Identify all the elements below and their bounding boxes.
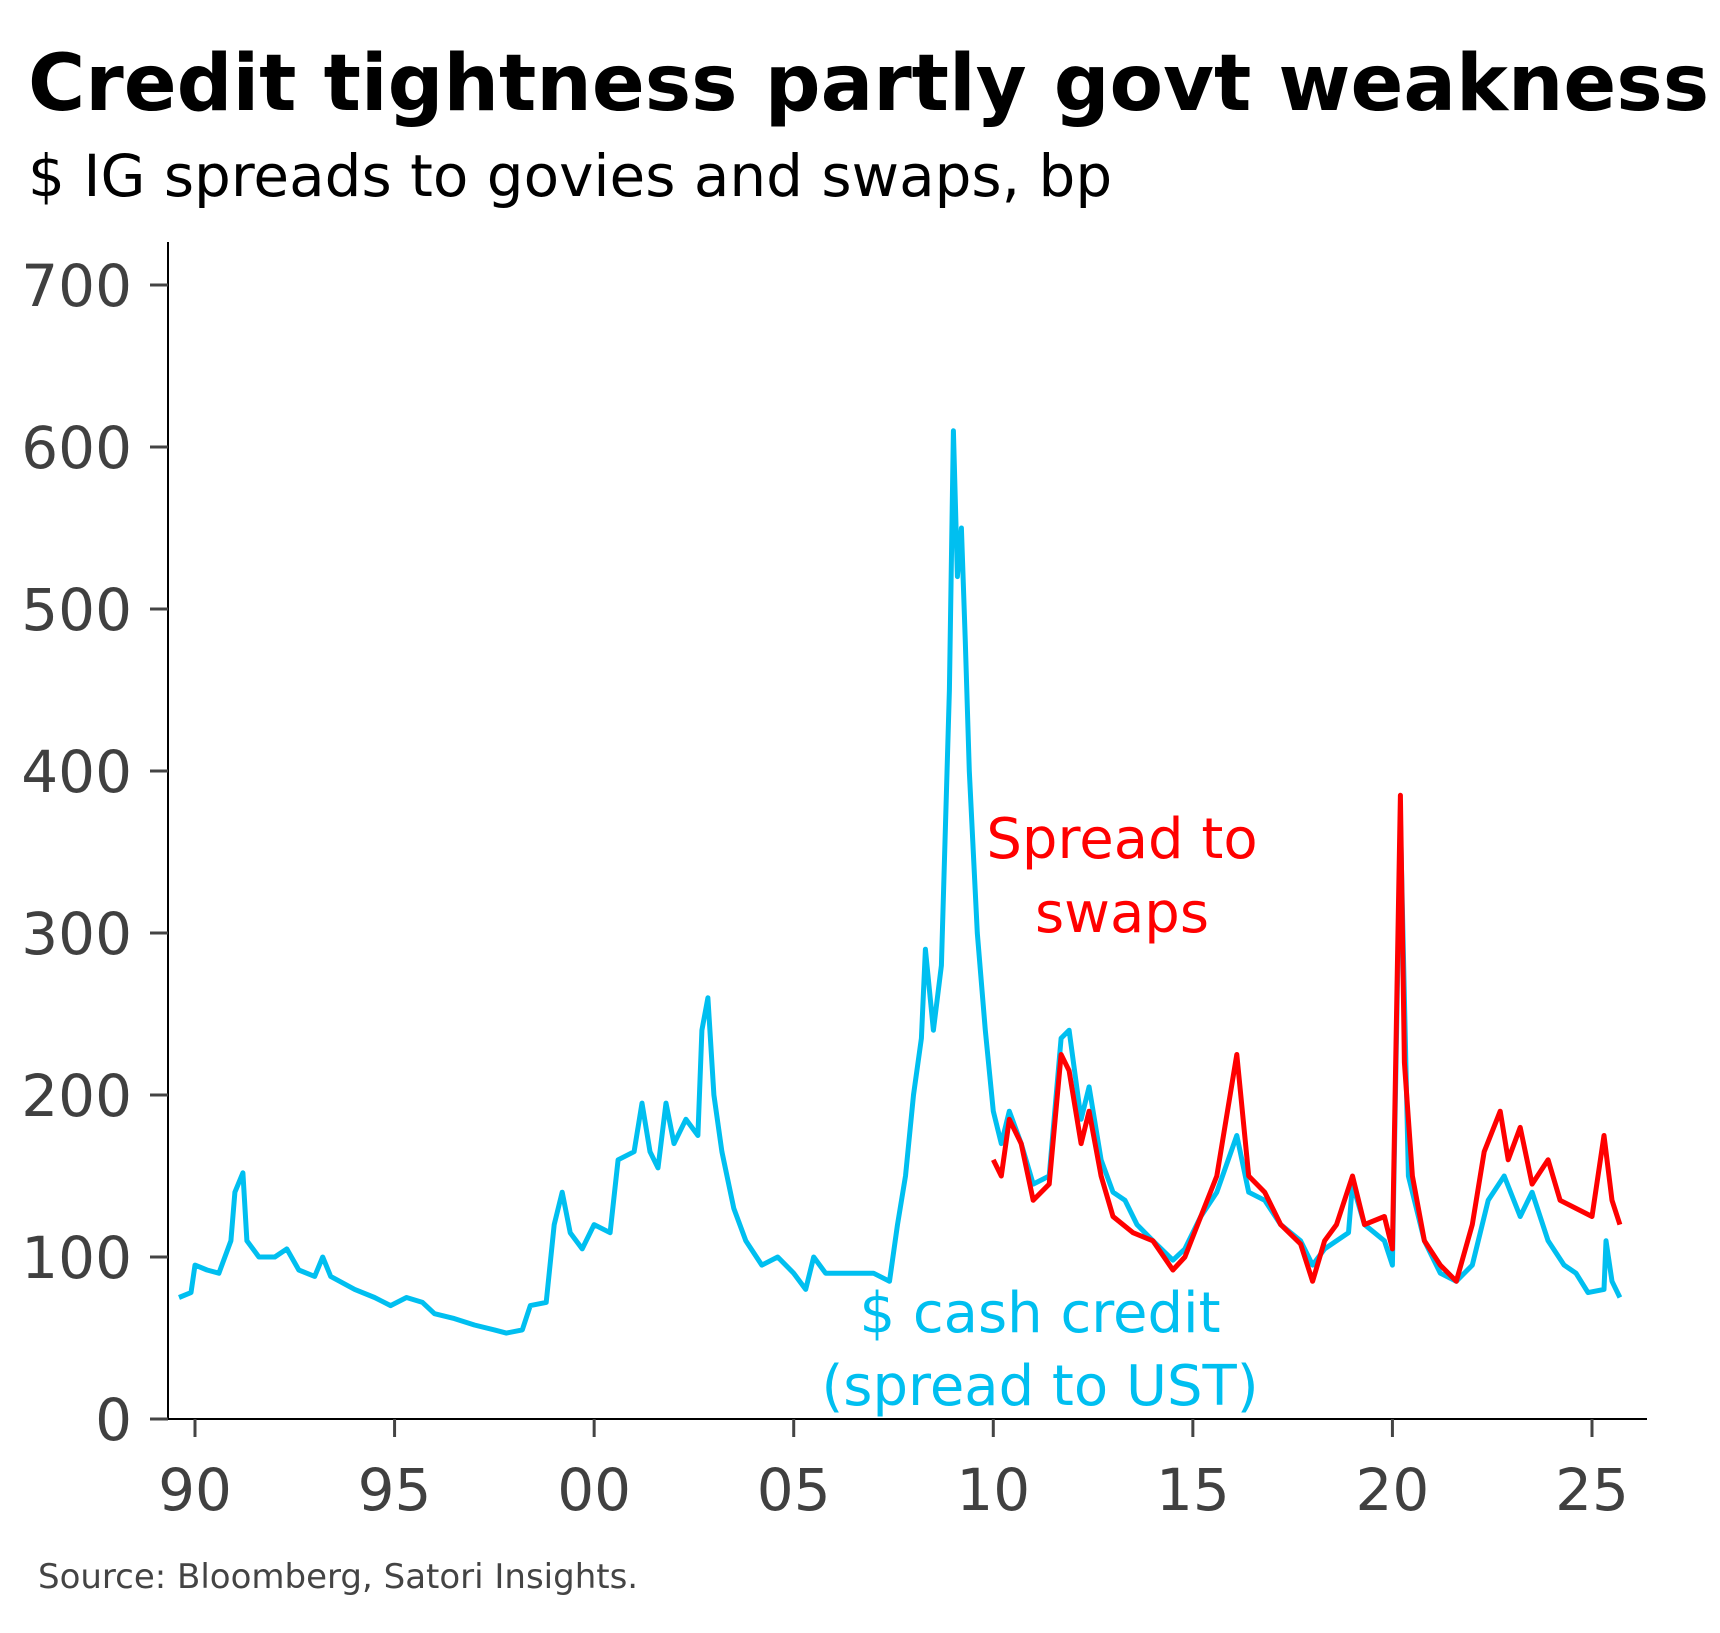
x-tick-label: 25 [1555,1456,1629,1524]
chart-title: Credit tightness partly govt weakness [28,39,1709,129]
source-note: Source: Bloomberg, Satori Insights. [38,1557,638,1597]
axes: 0 100 200 300 400 500 600 700 90 95 00 05 10 15 20 25 [21,242,1647,1524]
y-tick-label: 500 [21,576,132,644]
y-tick-label: 700 [21,252,132,320]
y-tick-label: 200 [21,1062,132,1130]
y-tick-label: 400 [21,738,132,806]
series-label-swaps-2: swaps [1035,881,1209,946]
x-tick-label: 10 [956,1456,1030,1524]
y-tick-label: 100 [21,1224,132,1292]
series-lines [178,428,1623,1336]
x-tick-label: 15 [1156,1456,1230,1524]
y-tick-label: 300 [21,900,132,968]
x-tick-label: 95 [358,1456,432,1524]
y-tick-label: 600 [21,414,132,482]
series-label-swaps-1: Spread to [986,807,1257,872]
series-label-cash-2: (spread to UST) [821,1354,1258,1419]
series-line-spread-to-swaps [991,792,1623,1284]
chart-subtitle: $ IG spreads to govies and swaps, bp [28,142,1112,210]
y-tick-label: 0 [95,1386,132,1454]
series-label-cash-1: $ cash credit [859,1281,1220,1346]
x-tick-label: 90 [158,1456,232,1524]
x-tick-label: 00 [557,1456,631,1524]
x-tick-label: 20 [1356,1456,1430,1524]
x-tick-label: 05 [757,1456,831,1524]
